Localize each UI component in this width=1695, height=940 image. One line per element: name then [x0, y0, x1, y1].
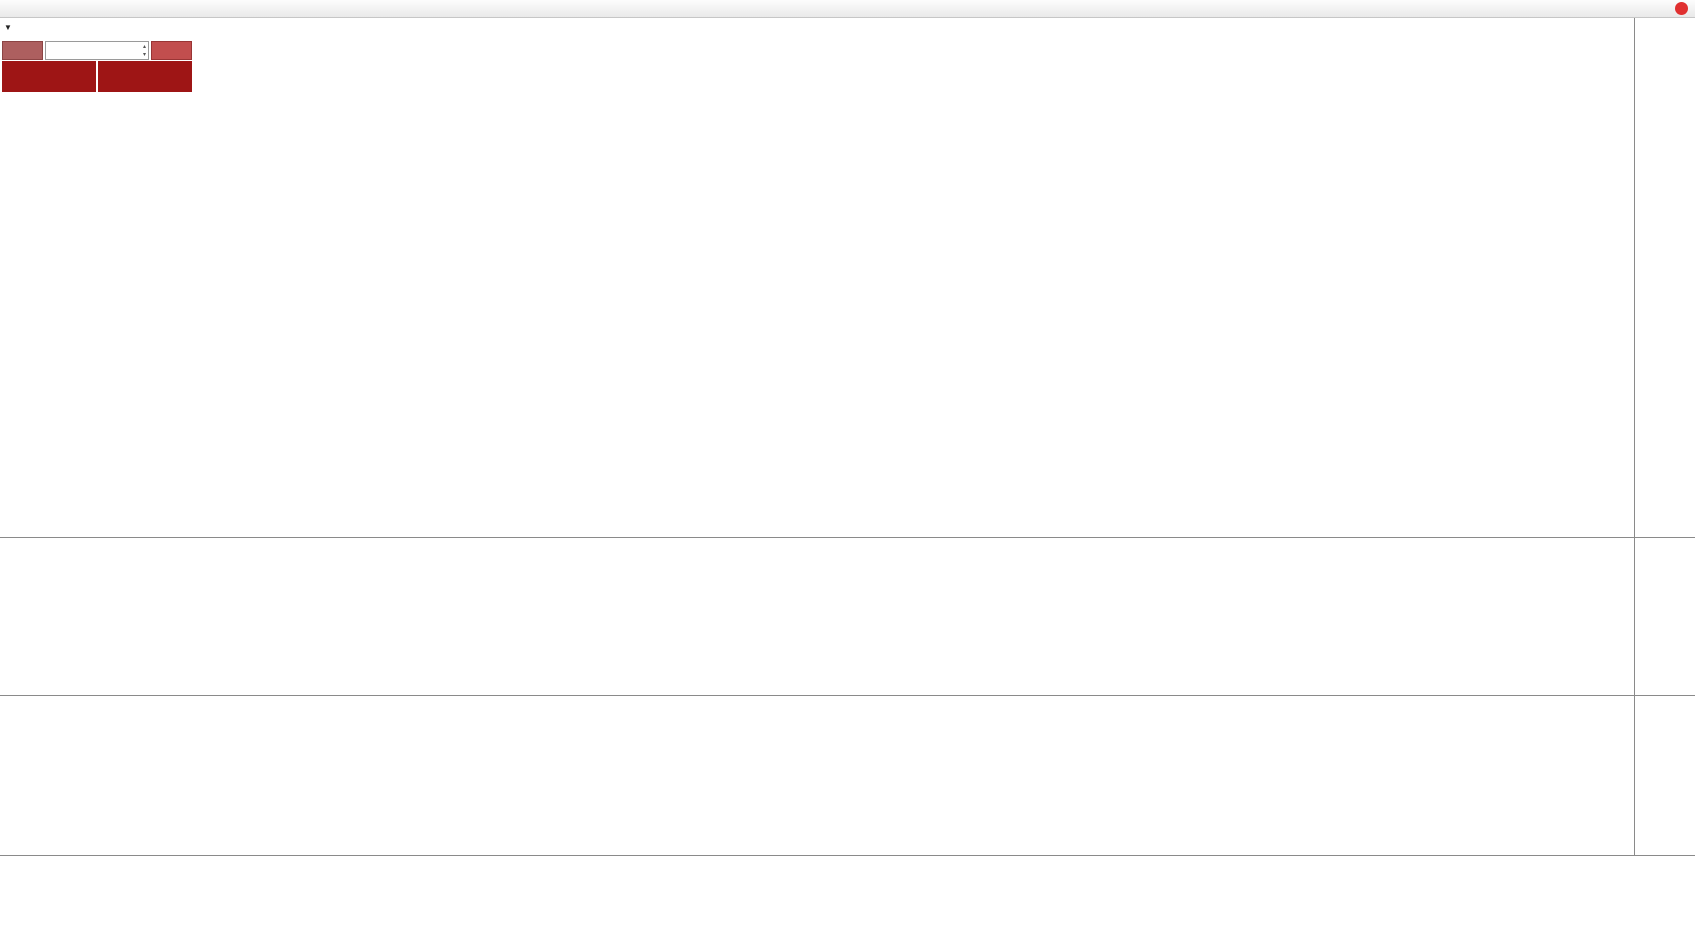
- rsi-canvas: [0, 696, 1634, 855]
- time-axis[interactable]: [0, 855, 1695, 873]
- search-button[interactable]: [1666, 1, 1670, 17]
- macd-canvas: [0, 538, 1634, 695]
- notification-badge[interactable]: [1675, 2, 1688, 15]
- buy-button[interactable]: [151, 41, 192, 60]
- rsi-axis: [1634, 695, 1695, 855]
- macd-panel[interactable]: [0, 537, 1634, 695]
- sell-button[interactable]: [2, 41, 43, 60]
- candlestick-chart-canvas[interactable]: [0, 18, 1634, 537]
- main-price-chart[interactable]: ▼ ▴ ▾: [0, 18, 1634, 537]
- volume-stepper-icon[interactable]: ▴ ▾: [142, 44, 146, 58]
- macd-axis: [1634, 537, 1695, 695]
- buy-price[interactable]: [98, 61, 192, 92]
- sell-price[interactable]: [2, 61, 96, 92]
- volume-field[interactable]: ▴ ▾: [45, 41, 149, 60]
- one-click-trading-panel: ▴ ▾: [2, 41, 192, 92]
- chart-header: ▼: [4, 23, 27, 32]
- toolbar: [0, 0, 1695, 18]
- rsi-panel[interactable]: [0, 695, 1634, 855]
- price-axis[interactable]: [1634, 18, 1695, 537]
- panel-collapse-icon[interactable]: ▼: [4, 23, 12, 32]
